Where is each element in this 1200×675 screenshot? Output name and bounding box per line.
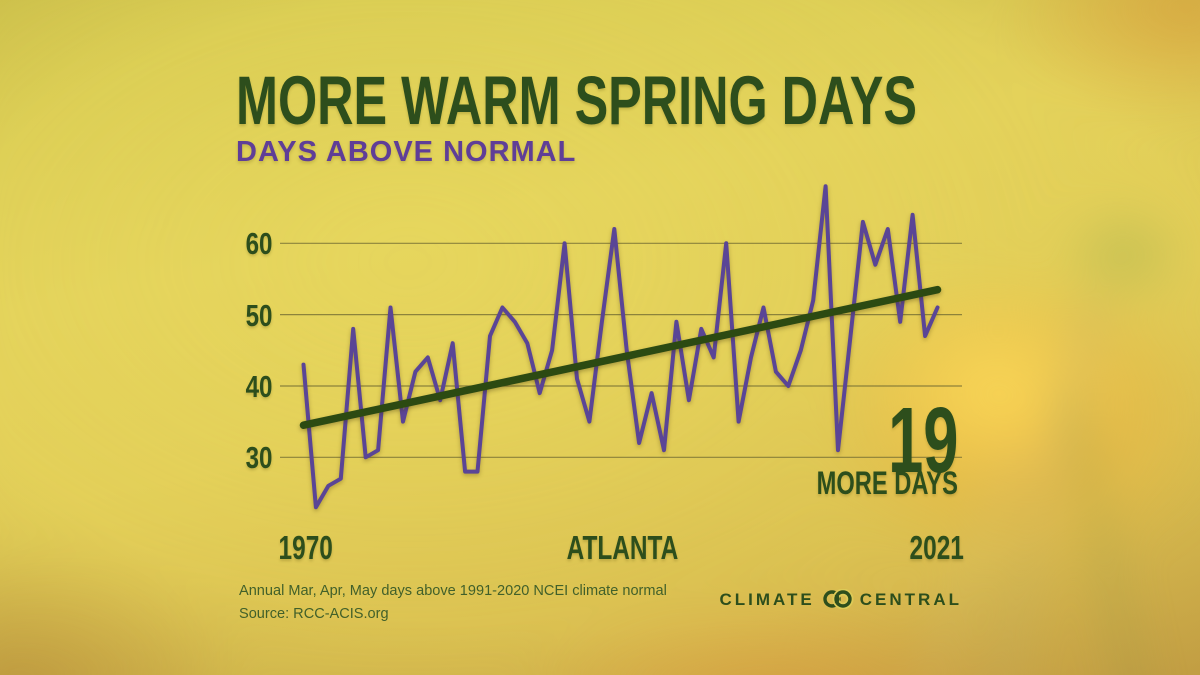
footnote-line-2: Source: RCC-ACIS.org xyxy=(239,604,389,622)
x-axis-start-year: 1970 xyxy=(278,529,334,566)
y-axis-tick-30: 30 xyxy=(245,440,272,475)
climate-central-logo: CLIMATE CENTRAL xyxy=(719,589,962,609)
logo-word-climate: CLIMATE xyxy=(719,589,815,609)
y-axis-tick-60: 60 xyxy=(245,226,272,261)
trend-increase-value: 19 xyxy=(887,388,958,492)
x-axis-end-year: 2021 xyxy=(909,529,965,566)
location-label: ATLANTA xyxy=(566,529,678,566)
trend-line xyxy=(299,285,942,429)
logo-word-central: CENTRAL xyxy=(859,589,962,609)
interlocking-rings-icon xyxy=(823,589,854,609)
data-line-days-above-normal xyxy=(301,184,940,510)
y-axis-tick-40: 40 xyxy=(245,369,272,404)
page-title-text: MORE WARM SPRING DAYS xyxy=(236,62,918,139)
trend-increase-label: MORE DAYS xyxy=(816,465,958,501)
page-subtitle: DAYS ABOVE NORMAL xyxy=(236,136,577,168)
footnote-line-1: Annual Mar, Apr, May days above 1991-202… xyxy=(239,582,667,599)
page-title: MORE WARM SPRING DAYS xyxy=(236,66,1169,135)
footnote: Annual Mar, Apr, May days above 1991-202… xyxy=(239,580,680,625)
y-axis-tick-50: 50 xyxy=(245,298,272,333)
